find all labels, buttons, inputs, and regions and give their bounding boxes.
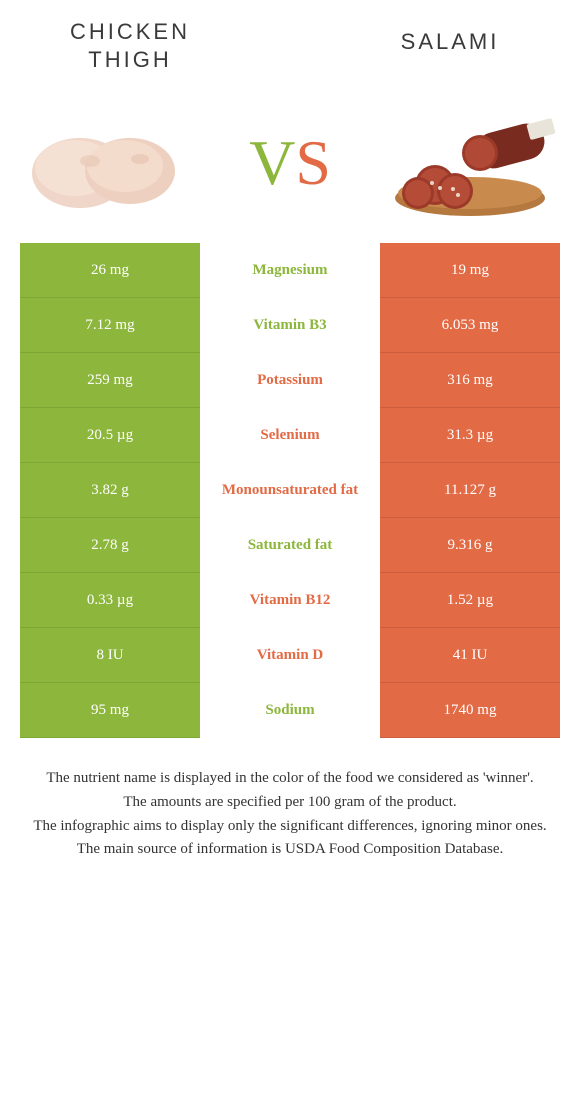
cell-left: 26 mg xyxy=(20,243,200,298)
cell-right: 6.053 mg xyxy=(380,298,560,353)
nutrient-table: 26 mgMagnesium19 mg7.12 mgVitamin B36.05… xyxy=(0,243,580,738)
cell-left: 259 mg xyxy=(20,353,200,408)
cell-nutrient: Monounsaturated fat xyxy=(200,463,380,518)
cell-nutrient: Sodium xyxy=(200,683,380,738)
chicken-thigh-image xyxy=(20,103,200,223)
cell-nutrient: Saturated fat xyxy=(200,518,380,573)
cell-nutrient: Potassium xyxy=(200,353,380,408)
cell-left: 2.78 g xyxy=(20,518,200,573)
cell-nutrient: Selenium xyxy=(200,408,380,463)
cell-right: 11.127 g xyxy=(380,463,560,518)
cell-right: 31.3 µg xyxy=(380,408,560,463)
cell-nutrient: Vitamin B3 xyxy=(200,298,380,353)
cell-nutrient: Vitamin B12 xyxy=(200,573,380,628)
table-row: 95 mgSodium1740 mg xyxy=(20,683,560,738)
title-left: ChickenThigh xyxy=(30,18,230,73)
cell-left: 0.33 µg xyxy=(20,573,200,628)
cell-right: 9.316 g xyxy=(380,518,560,573)
cell-right: 1.52 µg xyxy=(380,573,560,628)
table-row: 26 mgMagnesium19 mg xyxy=(20,243,560,298)
cell-right: 1740 mg xyxy=(380,683,560,738)
footer-notes: The nutrient name is displayed in the co… xyxy=(0,738,580,861)
table-row: 259 mgPotassium316 mg xyxy=(20,353,560,408)
cell-left: 20.5 µg xyxy=(20,408,200,463)
footer-line: The infographic aims to display only the… xyxy=(12,816,568,838)
cell-right: 19 mg xyxy=(380,243,560,298)
vs-text: VS xyxy=(249,131,331,195)
vs-v: V xyxy=(249,127,295,198)
table-row: 20.5 µgSelenium31.3 µg xyxy=(20,408,560,463)
cell-left: 8 IU xyxy=(20,628,200,683)
cell-nutrient: Magnesium xyxy=(200,243,380,298)
images-row: VS xyxy=(0,73,580,243)
table-row: 8 IUVitamin D41 IU xyxy=(20,628,560,683)
footer-line: The nutrient name is displayed in the co… xyxy=(12,768,568,790)
cell-right: 316 mg xyxy=(380,353,560,408)
cell-left: 3.82 g xyxy=(20,463,200,518)
cell-nutrient: Vitamin D xyxy=(200,628,380,683)
title-right: Salami xyxy=(350,28,550,73)
cell-right: 41 IU xyxy=(380,628,560,683)
footer-line: The main source of information is USDA F… xyxy=(12,839,568,861)
table-row: 3.82 gMonounsaturated fat11.127 g xyxy=(20,463,560,518)
cell-left: 7.12 mg xyxy=(20,298,200,353)
cell-left: 95 mg xyxy=(20,683,200,738)
table-row: 2.78 gSaturated fat9.316 g xyxy=(20,518,560,573)
table-row: 7.12 mgVitamin B36.053 mg xyxy=(20,298,560,353)
vs-s: S xyxy=(295,127,331,198)
salami-image xyxy=(380,103,560,223)
footer-line: The amounts are specified per 100 gram o… xyxy=(12,792,568,814)
table-row: 0.33 µgVitamin B121.52 µg xyxy=(20,573,560,628)
header: ChickenThigh Salami xyxy=(0,0,580,73)
